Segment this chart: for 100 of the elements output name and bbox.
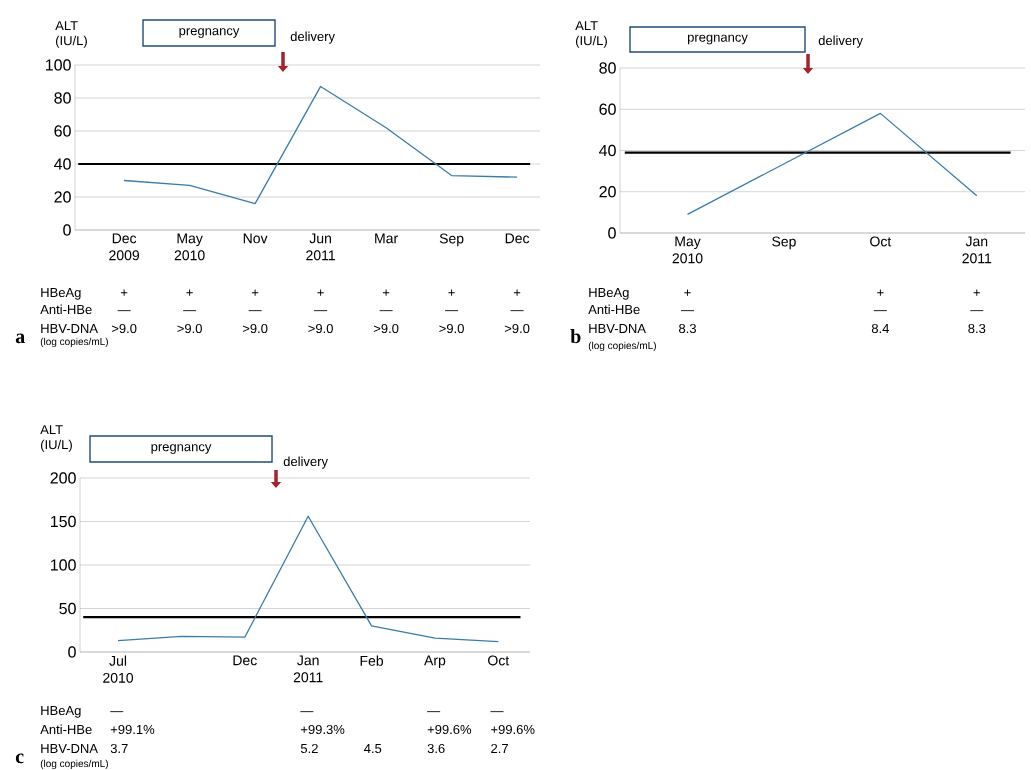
text: + [973, 289, 980, 296]
text: — [248, 310, 262, 312]
text: >9.0 [177, 323, 202, 334]
text: 3.6 [427, 743, 445, 754]
text: >9.0 [439, 323, 464, 334]
y-tick-label: 20 [54, 191, 71, 203]
text: delivery [290, 31, 335, 44]
text: — [183, 310, 197, 312]
x-tick-label: Jan 2011 [293, 655, 323, 683]
text: + [513, 289, 521, 296]
text: Anti-HBe [40, 304, 92, 315]
text: delivery [818, 35, 863, 48]
text: + [684, 289, 691, 296]
x-tick-label: Dec [505, 233, 530, 244]
text: + [186, 289, 193, 296]
line-series [123, 85, 518, 205]
text: — [445, 310, 459, 312]
y-tick-label: 60 [54, 125, 71, 137]
text: HBeAg [41, 706, 81, 718]
text: +99.6% [491, 724, 535, 735]
x-tick-label: Feb [360, 655, 384, 666]
y-tick-label: 60 [599, 103, 616, 115]
y-axis-title: ALT (IU/L) [575, 21, 607, 48]
x-tick-label: Nov [243, 233, 268, 244]
y-axis-title: ALT (IU/L) [55, 21, 87, 48]
text: delivery [283, 456, 328, 469]
text: — [970, 310, 984, 312]
text: Anti-HBe [40, 724, 92, 735]
y-tick-label: 100 [51, 559, 76, 571]
x-tick-label: May 2010 [174, 233, 205, 261]
text: HBeAg [589, 288, 629, 300]
text: 8.4 [871, 323, 890, 334]
text: + [382, 289, 390, 296]
x-tick-label: Oct [870, 236, 892, 247]
text: +99.3% [301, 724, 345, 735]
y-tick-label: 0 [608, 227, 616, 239]
y-tick-label: 40 [599, 144, 616, 157]
x-tick-label: Jan 2011 [962, 236, 992, 264]
text: b [570, 329, 581, 344]
text: +99.6% [427, 724, 472, 735]
y-tick-label: 80 [54, 92, 71, 104]
y-tick-label: 100 [46, 59, 71, 71]
y-tick-label: 200 [50, 472, 76, 484]
y-tick-label: 20 [599, 186, 616, 198]
text: 5.2 [300, 743, 318, 754]
y-tick-label: 80 [599, 62, 616, 74]
x-tick-label: Oct [488, 655, 510, 666]
text: — [510, 310, 524, 312]
text: >9.0 [308, 323, 333, 334]
text: HBV-DNA [41, 744, 98, 753]
text: HBV-DNA [589, 324, 646, 333]
text: +99.1% [110, 724, 155, 735]
text: — [681, 310, 695, 312]
text: + [120, 289, 128, 296]
text: 8.3 [968, 323, 986, 334]
text: 8.3 [679, 323, 696, 334]
text: HBV-DNA [41, 324, 98, 333]
x-tick-label: Sep [439, 233, 464, 247]
x-tick-label: Arp [424, 655, 446, 669]
text: — [490, 711, 504, 713]
text: >9.0 [242, 323, 268, 334]
x-tick-label: May 2010 [672, 236, 703, 264]
x-tick-label: Mar [375, 233, 398, 244]
text: pregnancy [687, 34, 748, 45]
x-tick-label: Jul 2010 [103, 655, 134, 683]
x-tick-label: Dec 2009 [109, 233, 140, 261]
text: >9.0 [373, 323, 399, 334]
text: a [15, 333, 25, 344]
text: pregnancy [151, 444, 212, 454]
y-tick-label: 40 [54, 158, 71, 170]
text: >9.0 [504, 323, 530, 334]
text: pregnancy [179, 28, 240, 38]
text: — [427, 711, 441, 713]
line-series [117, 515, 499, 643]
text: 2.7 [491, 743, 508, 753]
text: 4.5 [364, 744, 382, 754]
text: — [379, 310, 393, 312]
text: (log copies/mL) [40, 337, 108, 348]
y-tick-label: 0 [68, 646, 76, 658]
x-tick-label: Dec [233, 655, 257, 666]
y-tick-label: 150 [51, 515, 76, 528]
text: + [317, 289, 324, 296]
text: + [251, 289, 259, 296]
text: >9.0 [111, 323, 137, 334]
y-axis-title: ALT (IU/L) [40, 425, 72, 452]
text: — [300, 711, 314, 713]
y-tick-label: 50 [59, 602, 76, 615]
text: — [117, 310, 131, 312]
text: — [873, 310, 887, 312]
text: HBeAg [41, 288, 81, 300]
y-tick-label: 0 [63, 224, 71, 236]
text: 3.7 [110, 743, 128, 754]
text: — [110, 711, 124, 713]
text: — [314, 310, 328, 312]
text: + [448, 289, 455, 296]
text: + [877, 289, 884, 296]
text: (log copies/mL) [40, 759, 108, 770]
text: Anti-HBe [588, 304, 640, 315]
x-tick-label: Sep [772, 236, 796, 250]
text: c [15, 753, 24, 764]
